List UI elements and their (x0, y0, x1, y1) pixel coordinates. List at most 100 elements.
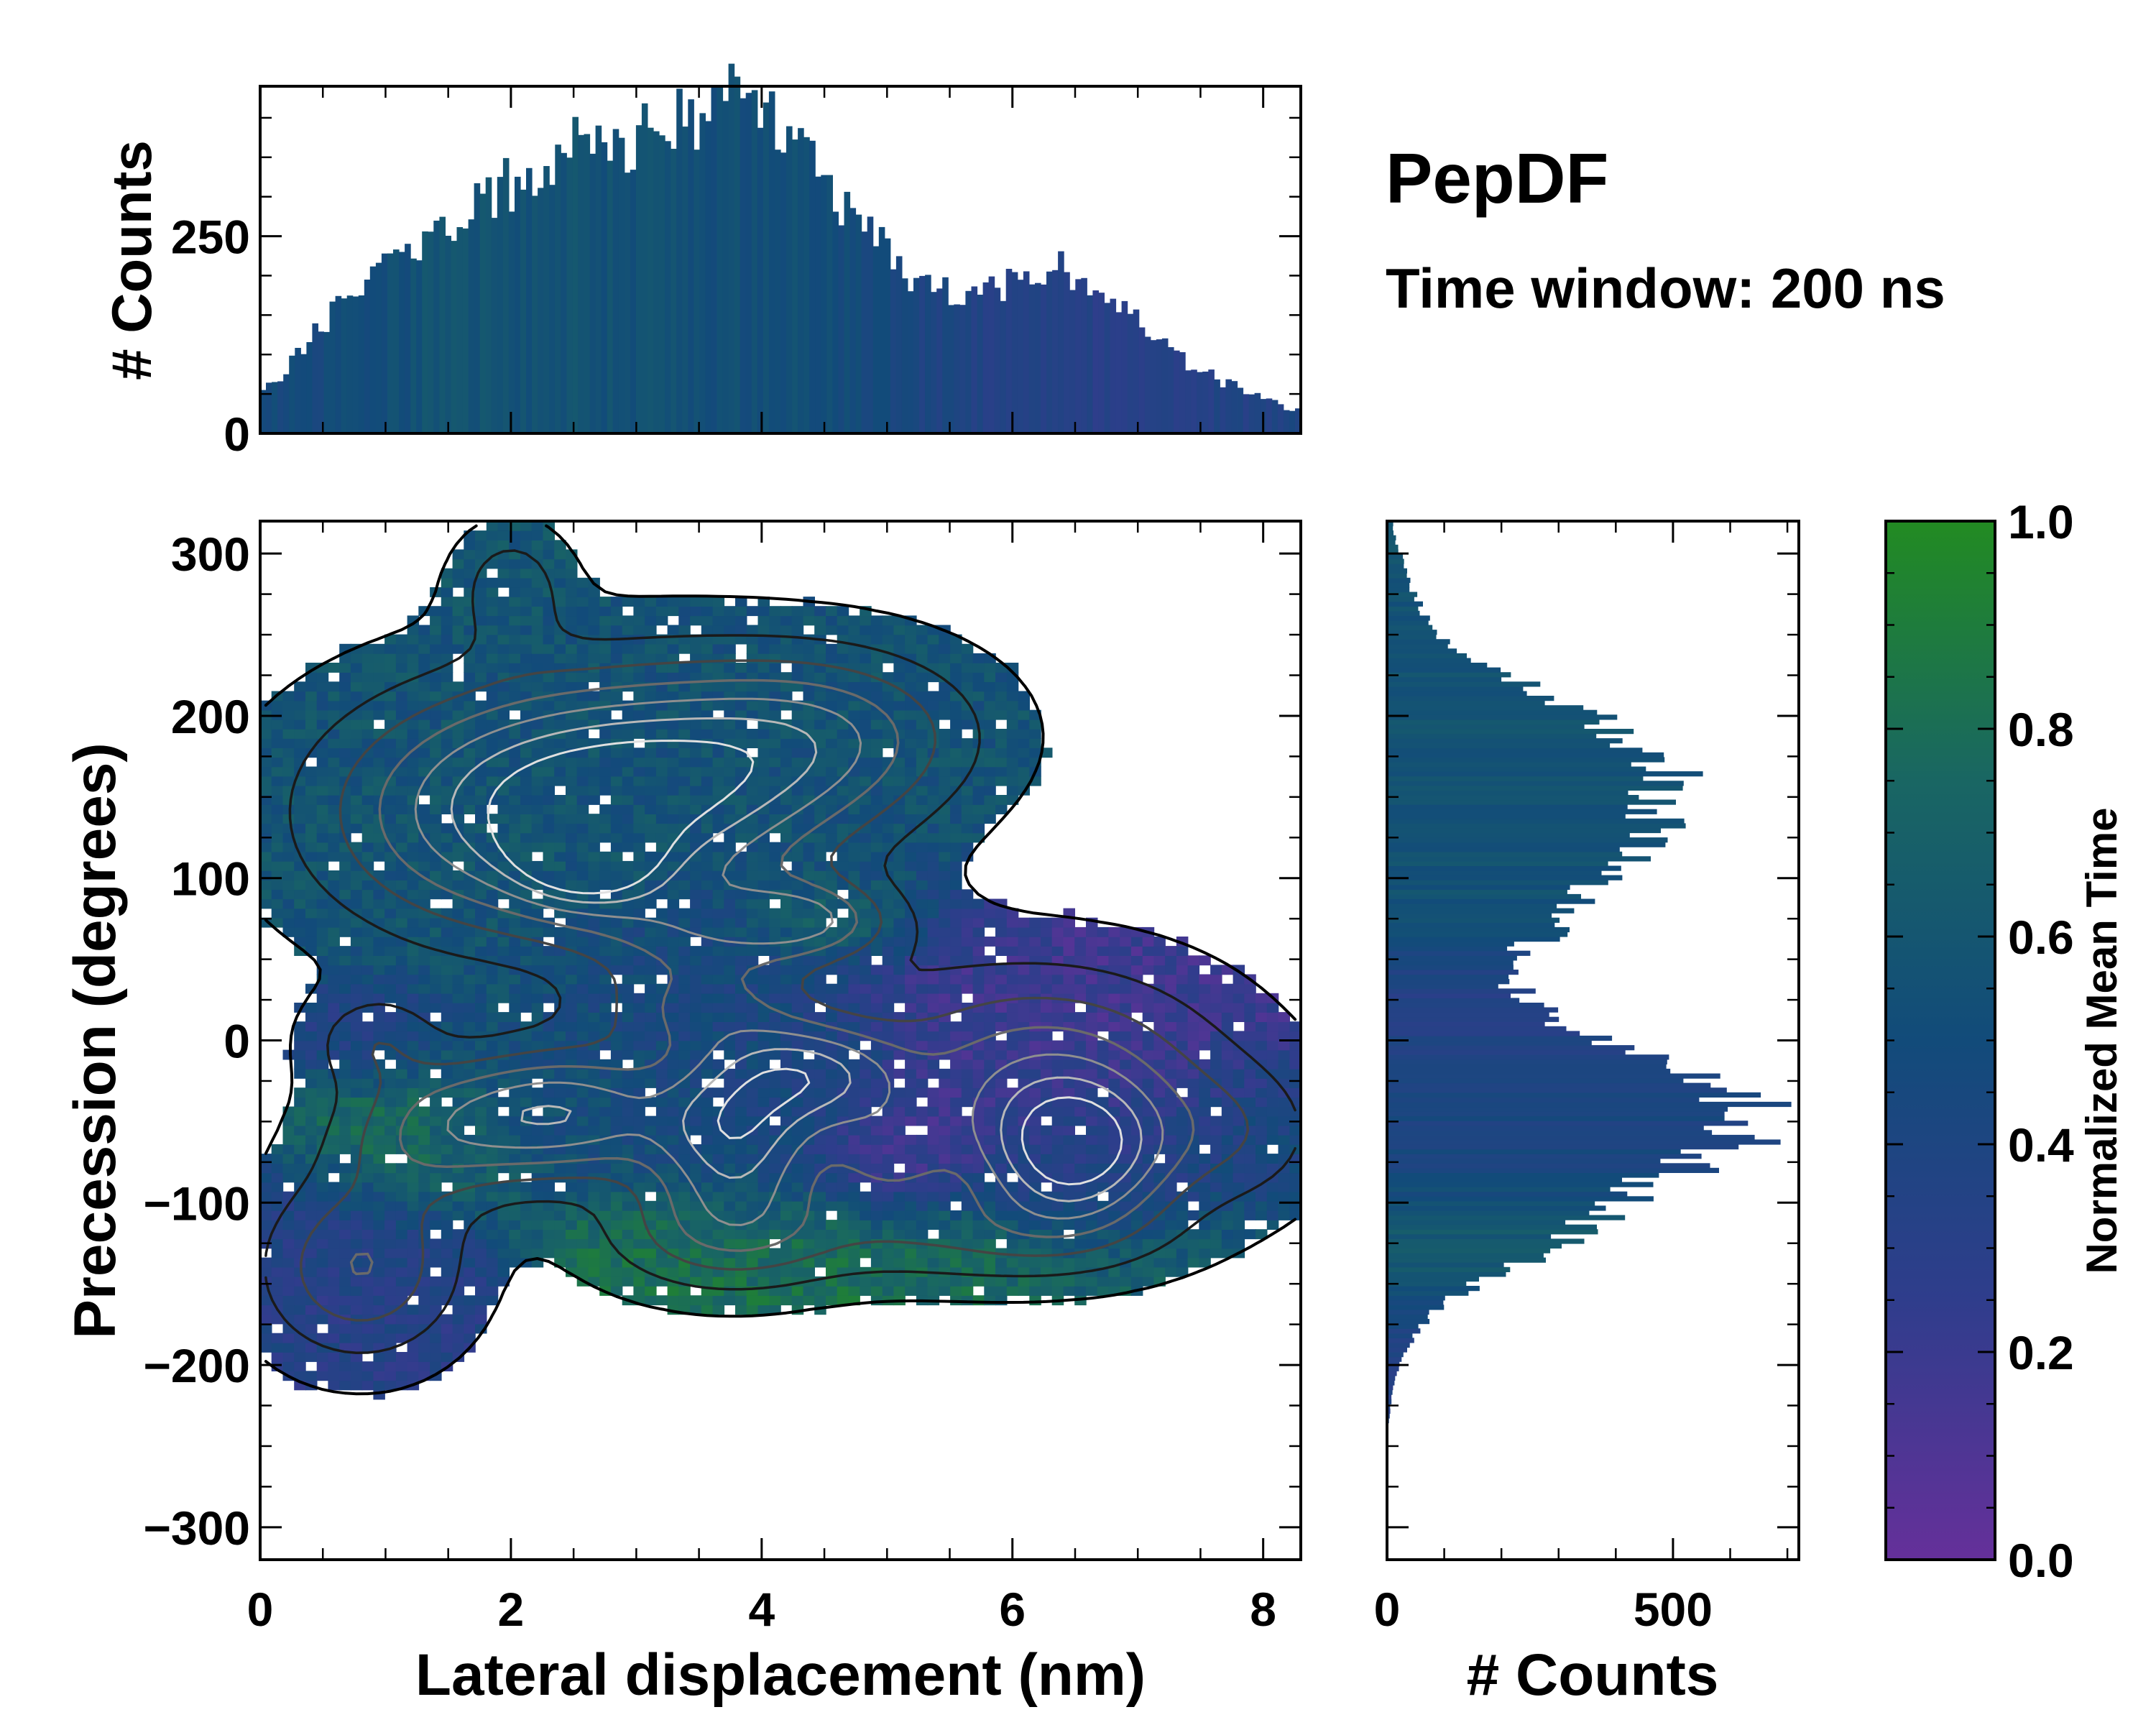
heatmap-cell (645, 1068, 657, 1079)
heatmap-cell (1029, 1134, 1041, 1145)
heatmap-cell (848, 993, 860, 1003)
heatmap-cell (361, 965, 374, 975)
heatmap-cell (475, 719, 487, 730)
heatmap-cell (905, 1068, 917, 1079)
heatmap-cell (746, 946, 759, 956)
heatmap-cell (486, 672, 499, 683)
heatmap-cell (735, 776, 747, 786)
heatmap-cell (622, 814, 635, 824)
heatmap-cell (939, 842, 951, 852)
heatmap-cell (1006, 1257, 1019, 1268)
heatmap-cell (893, 1087, 906, 1098)
heatmap-cell (893, 672, 906, 683)
heatmap-cell (543, 993, 555, 1003)
heatmap-cell (305, 795, 318, 805)
heatmap-cell (735, 917, 747, 928)
heatmap-cell (441, 700, 453, 711)
heatmap-cell (475, 965, 487, 975)
heatmap-cell (961, 1031, 974, 1041)
heatmap-cell (497, 851, 510, 862)
heatmap-cell (712, 643, 725, 654)
heatmap-cell (509, 1257, 521, 1268)
heatmap-cell (475, 1248, 487, 1259)
heatmap-cell (543, 1191, 555, 1202)
heatmap-cell (554, 880, 566, 891)
heatmap-cell (339, 681, 351, 692)
heatmap-cell (769, 880, 781, 891)
heatmap-cell (645, 851, 657, 862)
heatmap-cell (712, 974, 725, 985)
heatmap-cell (780, 1068, 793, 1079)
heatmap-cell (271, 1266, 284, 1277)
heatmap-cell (452, 597, 465, 607)
heatmap-cell (475, 785, 487, 796)
heatmap-cell (520, 681, 533, 692)
heatmap-cell (961, 1238, 974, 1249)
heatmap-cell (282, 1352, 295, 1362)
heatmap-cell (905, 993, 917, 1003)
heatmap-cell (373, 1361, 385, 1371)
heatmap-cell (667, 1257, 680, 1268)
heatmap-cell (328, 1229, 340, 1240)
heatmap-cell (622, 1134, 635, 1145)
heatmap-cell (780, 926, 793, 937)
heatmap-cell (531, 719, 544, 730)
heatmap-cell (961, 1097, 974, 1108)
heatmap-cell (350, 1031, 363, 1041)
heatmap-cell (724, 606, 736, 617)
heatmap-cell (599, 1116, 612, 1126)
heatmap-cell (339, 983, 351, 994)
heatmap-cell (384, 1144, 397, 1154)
heatmap-cell (690, 983, 702, 994)
heatmap-cell (418, 1068, 430, 1079)
heatmap-cell (746, 738, 759, 748)
heatmap-cell (803, 766, 815, 777)
heatmap-cell (599, 1078, 612, 1088)
heatmap-cell (701, 908, 714, 919)
heatmap-cell (1006, 1116, 1019, 1126)
heatmap-cell (916, 889, 929, 900)
heatmap-cell (712, 766, 725, 777)
heatmap-cell (350, 1220, 363, 1230)
heatmap-cell (622, 1116, 635, 1126)
heatmap-cell (984, 766, 996, 777)
heatmap-cell (373, 1106, 385, 1117)
heatmap-cell (655, 748, 668, 758)
heatmap-cell (282, 926, 295, 937)
heatmap-cell (837, 946, 849, 956)
heatmap-cell (735, 709, 747, 720)
heatmap-cell (1051, 917, 1064, 928)
heatmap-cell (678, 681, 691, 692)
heatmap-cell (305, 1191, 318, 1202)
heatmap-cell (305, 1342, 318, 1353)
heatmap-cell (882, 1059, 895, 1070)
heatmap-cell (543, 1040, 555, 1051)
heatmap-cell (520, 1163, 533, 1174)
heatmap-cell (791, 1021, 804, 1032)
heatmap-cell (486, 709, 499, 720)
heatmap-cell (645, 889, 657, 900)
heatmap-cell (554, 955, 566, 966)
heatmap-cell (724, 1078, 736, 1088)
heatmap-cell (475, 1012, 487, 1022)
heatmap-cell (814, 672, 826, 683)
heatmap-cell (712, 955, 725, 966)
heatmap-cell (361, 804, 374, 814)
heatmap-cell (464, 748, 476, 758)
heatmap-cell (407, 719, 420, 730)
heatmap-cell (452, 1210, 465, 1220)
heatmap-cell (701, 1068, 714, 1079)
heatmap-cell (588, 1220, 600, 1230)
heatmap-cell (610, 1286, 623, 1296)
heatmap-cell (961, 681, 974, 692)
heatmap-cell (882, 1163, 895, 1174)
heatmap-cell (690, 1031, 702, 1041)
heatmap-cell (554, 1220, 566, 1230)
heatmap-cell (509, 1182, 521, 1192)
heatmap-cell (475, 776, 487, 786)
heatmap-cell (339, 1059, 351, 1070)
heatmap-cell (588, 748, 600, 758)
heatmap-cell (271, 880, 284, 891)
heatmap-cell (939, 880, 951, 891)
heatmap-cell (588, 776, 600, 786)
